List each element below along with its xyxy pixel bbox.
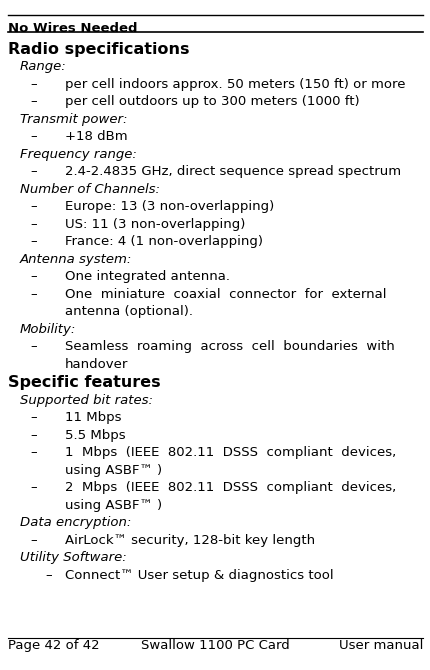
Text: Page 42 of 42: Page 42 of 42 xyxy=(8,639,99,652)
Text: –: – xyxy=(30,235,37,249)
Text: per cell outdoors up to 300 meters (1000 ft): per cell outdoors up to 300 meters (1000… xyxy=(65,95,359,109)
Text: 2.4-2.4835 GHz, direct sequence spread spectrum: 2.4-2.4835 GHz, direct sequence spread s… xyxy=(65,165,400,178)
Text: 5.5 Mbps: 5.5 Mbps xyxy=(65,429,125,442)
Text: using ASBF™ ): using ASBF™ ) xyxy=(65,498,162,512)
Text: –: – xyxy=(30,218,37,231)
Text: antenna (optional).: antenna (optional). xyxy=(65,306,193,318)
Text: One  miniature  coaxial  connector  for  external: One miniature coaxial connector for exte… xyxy=(65,288,386,301)
Text: Connect™ User setup & diagnostics tool: Connect™ User setup & diagnostics tool xyxy=(65,569,333,582)
Text: –: – xyxy=(30,131,37,143)
Text: –: – xyxy=(30,288,37,301)
Text: –: – xyxy=(30,411,37,424)
Text: Number of Channels:: Number of Channels: xyxy=(20,183,160,196)
Text: –: – xyxy=(30,78,37,91)
Text: Radio specifications: Radio specifications xyxy=(8,42,189,57)
Text: –: – xyxy=(30,429,37,442)
Text: per cell indoors approx. 50 meters (150 ft) or more: per cell indoors approx. 50 meters (150 … xyxy=(65,78,405,91)
Text: –: – xyxy=(30,200,37,213)
Text: Swallow 1100 PC Card: Swallow 1100 PC Card xyxy=(140,639,289,652)
Text: AirLock™ security, 128-bit key length: AirLock™ security, 128-bit key length xyxy=(65,534,314,547)
Text: –: – xyxy=(30,95,37,109)
Text: Antenna system:: Antenna system: xyxy=(20,253,132,266)
Text: 11 Mbps: 11 Mbps xyxy=(65,411,121,424)
Text: Supported bit rates:: Supported bit rates: xyxy=(20,394,153,407)
Text: Frequency range:: Frequency range: xyxy=(20,148,137,161)
Text: Seamless  roaming  across  cell  boundaries  with: Seamless roaming across cell boundaries … xyxy=(65,340,394,353)
Text: –: – xyxy=(30,271,37,283)
Text: France: 4 (1 non-overlapping): France: 4 (1 non-overlapping) xyxy=(65,235,262,249)
Text: Europe: 13 (3 non-overlapping): Europe: 13 (3 non-overlapping) xyxy=(65,200,273,213)
Text: using ASBF™ ): using ASBF™ ) xyxy=(65,464,162,477)
Text: –: – xyxy=(30,446,37,459)
Text: –: – xyxy=(30,534,37,547)
Text: –: – xyxy=(30,340,37,353)
Text: +18 dBm: +18 dBm xyxy=(65,131,127,143)
Text: 1  Mbps  (IEEE  802.11  DSSS  compliant  devices,: 1 Mbps (IEEE 802.11 DSSS compliant devic… xyxy=(65,446,395,459)
Text: No Wires Needed: No Wires Needed xyxy=(8,22,137,35)
Text: –: – xyxy=(30,165,37,178)
Text: –: – xyxy=(30,481,37,494)
Text: Data encryption:: Data encryption: xyxy=(20,517,131,529)
Text: Transmit power:: Transmit power: xyxy=(20,113,127,126)
Text: Range:: Range: xyxy=(20,60,67,74)
Text: Specific features: Specific features xyxy=(8,375,160,391)
Text: US: 11 (3 non-overlapping): US: 11 (3 non-overlapping) xyxy=(65,218,245,231)
Text: Mobility:: Mobility: xyxy=(20,323,76,336)
Text: handover: handover xyxy=(65,358,128,371)
Text: –: – xyxy=(45,569,52,582)
Text: User manual: User manual xyxy=(338,639,422,652)
Text: One integrated antenna.: One integrated antenna. xyxy=(65,271,230,283)
Text: Utility Software:: Utility Software: xyxy=(20,551,126,564)
Text: 2  Mbps  (IEEE  802.11  DSSS  compliant  devices,: 2 Mbps (IEEE 802.11 DSSS compliant devic… xyxy=(65,481,395,494)
